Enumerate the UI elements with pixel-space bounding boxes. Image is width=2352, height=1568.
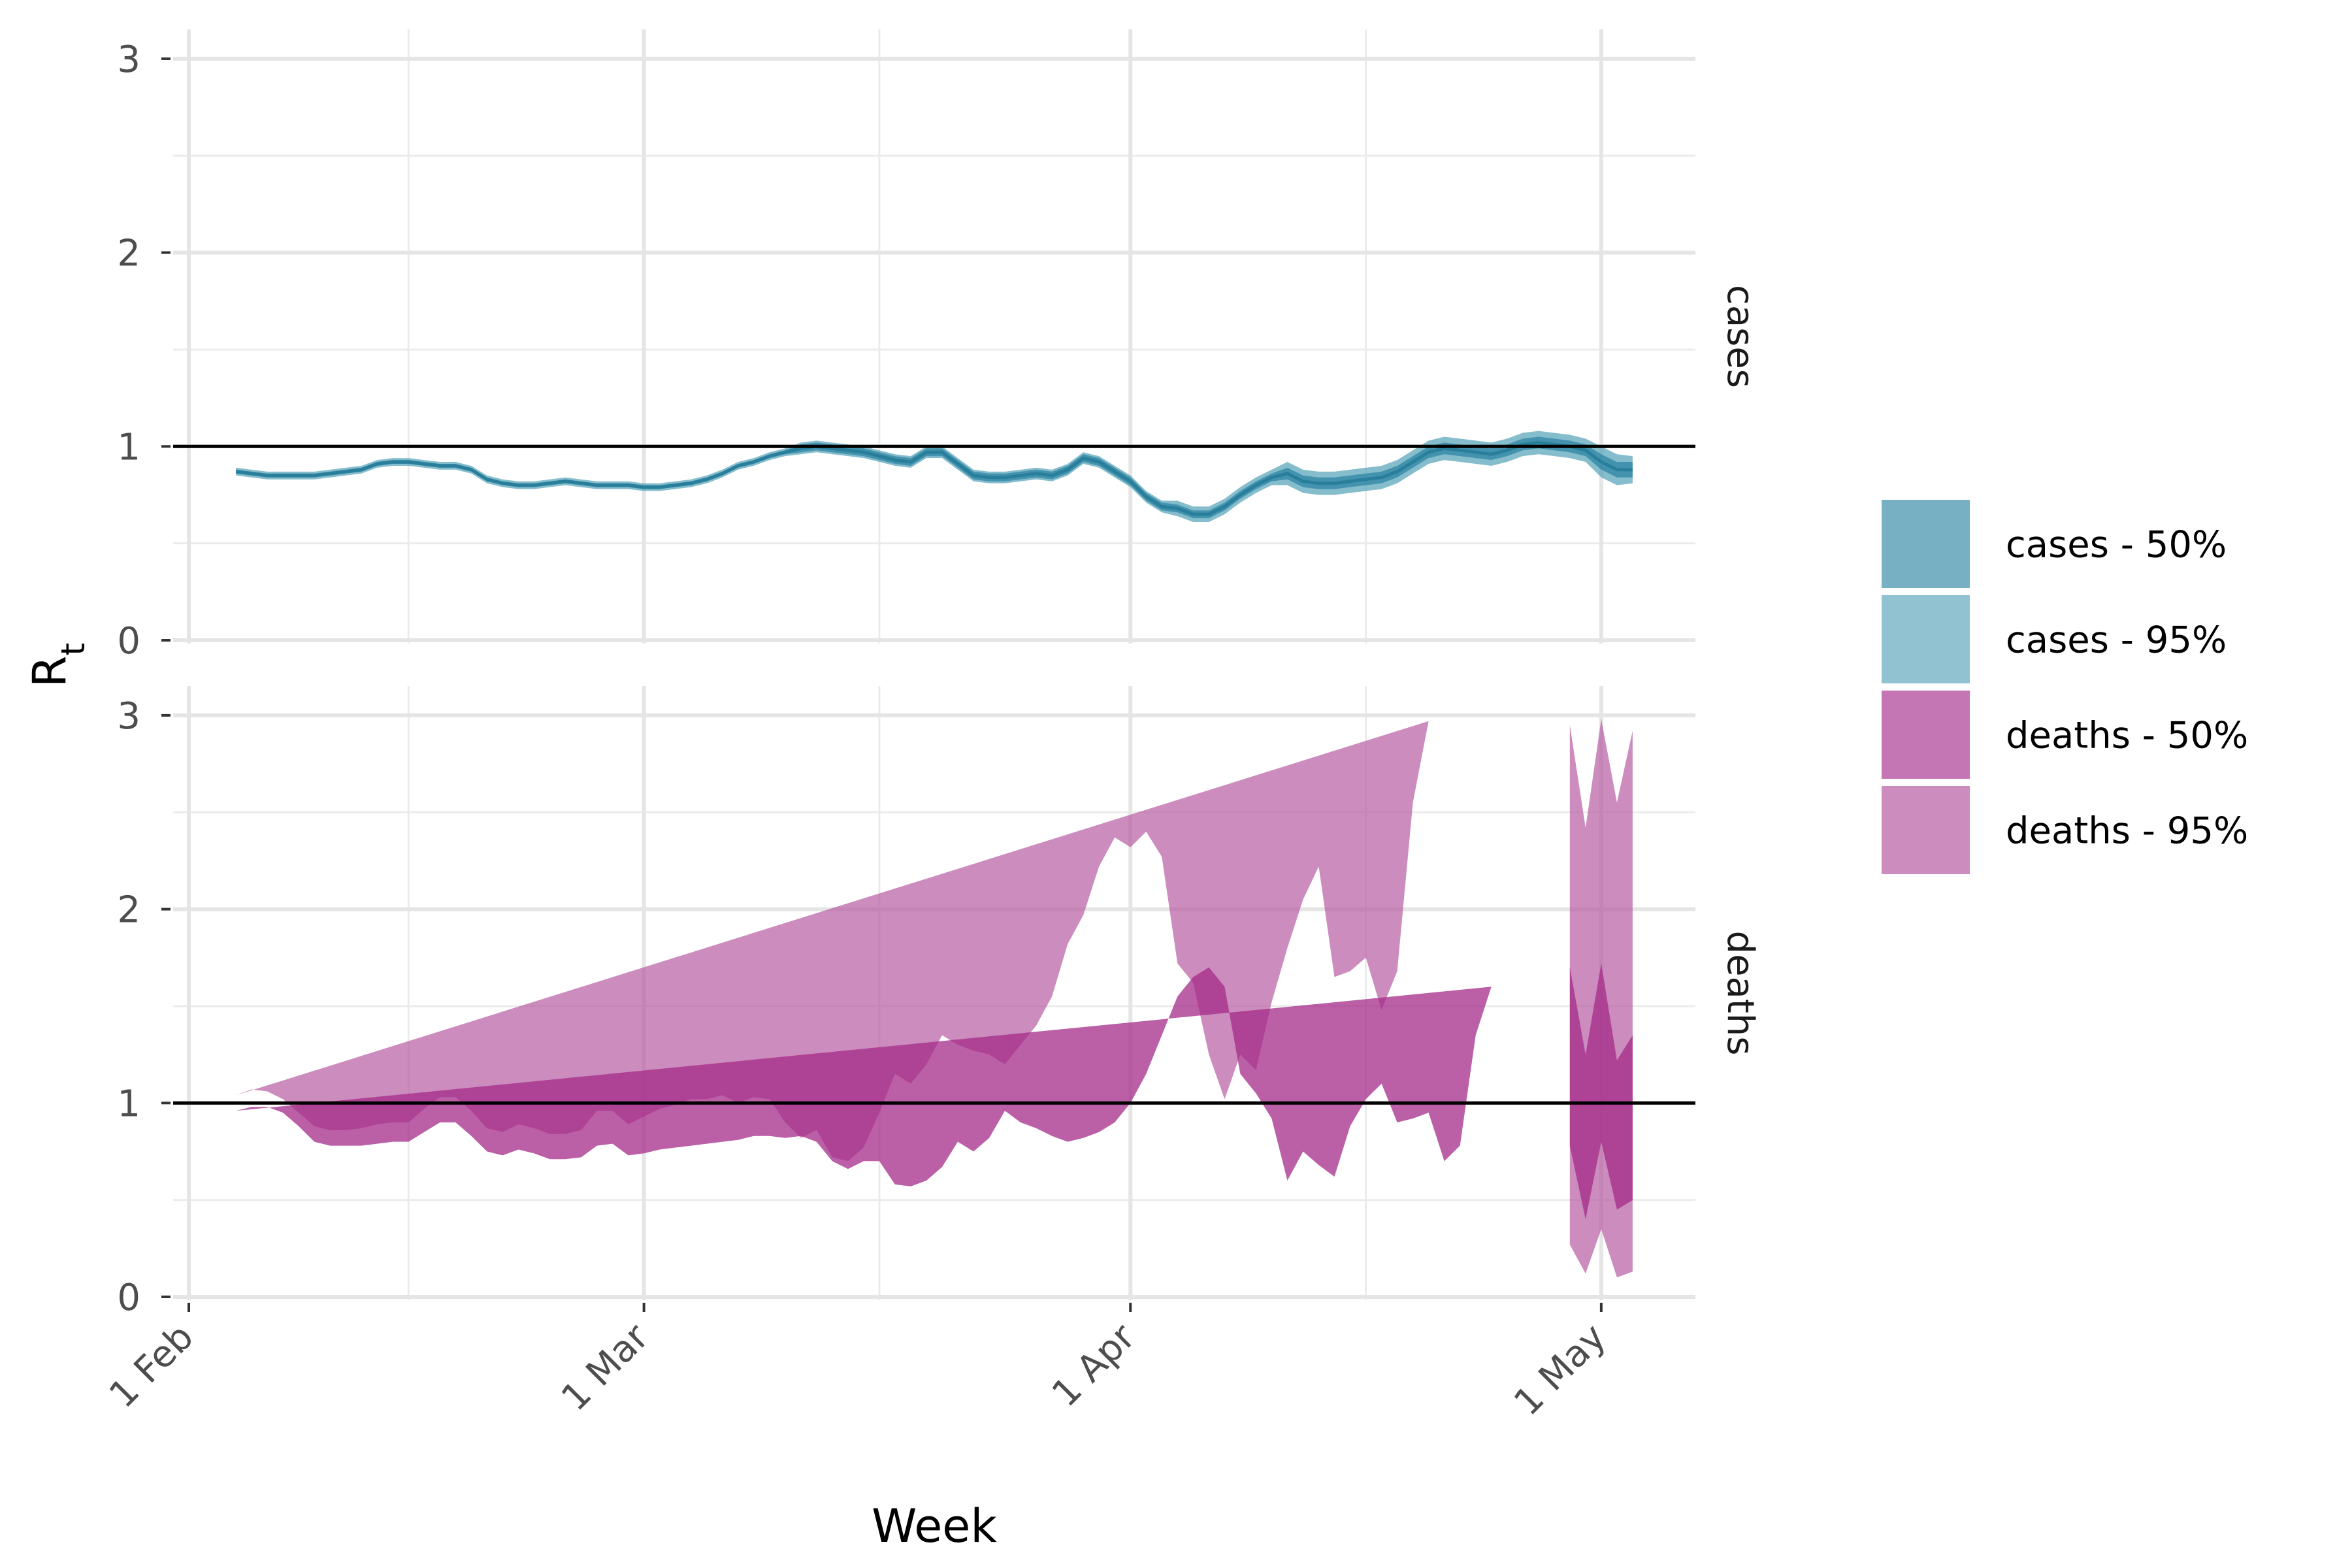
- cases-panel: 0 1 2 3 cases: [117, 29, 1761, 662]
- legend-label: deaths - 95%: [2006, 810, 2248, 853]
- cases-bands: [235, 431, 1633, 522]
- legend: cases - 50% cases - 95% deaths - 50% deaths…: [1882, 500, 2248, 874]
- x-tick-label: 1 Feb: [101, 1316, 202, 1416]
- cases-y-tick-labels: 0 1 2 3: [117, 39, 171, 662]
- x-tick-label: 1 Apr: [1044, 1315, 1144, 1415]
- legend-key: [1882, 500, 1970, 588]
- strip-label-cases: cases: [1719, 285, 1761, 388]
- legend-key: [1882, 691, 1970, 779]
- y-tick-label: 1: [117, 1083, 140, 1125]
- deaths-50-band: [1569, 963, 1633, 1220]
- legend-label: deaths - 50%: [2006, 715, 2248, 757]
- legend-key: [1882, 786, 1970, 874]
- legend-label: cases - 50%: [2006, 524, 2227, 566]
- y-tick-label: 3: [117, 695, 140, 738]
- deaths-y-tick-labels: 0 1 2 3: [117, 695, 171, 1319]
- y-tick-label: 3: [117, 39, 140, 81]
- legend-key: [1882, 595, 1970, 683]
- legend-label: cases - 95%: [2006, 619, 2227, 662]
- cases-panel-grid: [173, 29, 1695, 644]
- x-tick-label: 1 Mar: [553, 1315, 657, 1419]
- deaths-bands: [236, 719, 1633, 1278]
- y-tick-label: 2: [117, 233, 140, 275]
- deaths-50-band: [236, 967, 1492, 1186]
- y-tick-label: 0: [117, 1277, 140, 1319]
- x-tick-labels: 1 Feb 1 Mar 1 Apr 1 May: [101, 1303, 1614, 1424]
- cases-median-line: [235, 440, 1633, 516]
- x-axis-title: Week: [872, 1499, 997, 1553]
- strip-label-deaths: deaths: [1719, 931, 1761, 1056]
- y-tick-label: 1: [117, 426, 140, 468]
- y-tick-label: 0: [117, 620, 140, 662]
- deaths-panel: 0 1 2 3 deaths: [117, 686, 1761, 1319]
- x-tick-label: 1 May: [1506, 1316, 1614, 1424]
- y-axis-title: Rt: [23, 643, 92, 687]
- y-tick-label: 2: [117, 889, 140, 932]
- deaths-95-band: [236, 721, 1429, 1162]
